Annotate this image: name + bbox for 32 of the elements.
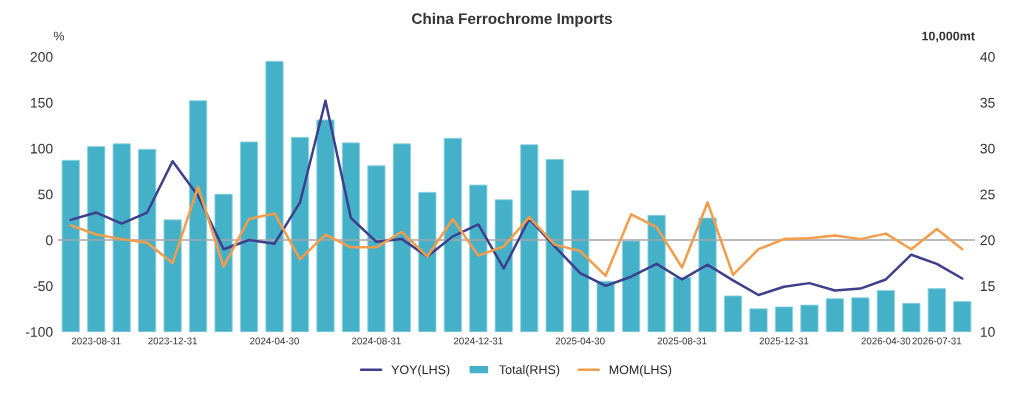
line-series — [69, 99, 964, 297]
x-tick-label: 2025-08-31 — [657, 337, 707, 345]
y-tick-label: 100 — [31, 143, 53, 154]
y-tick-label: -50 — [33, 281, 53, 292]
y2-axis-title: 10,000mt — [922, 31, 975, 43]
y-tick-label: 0 — [45, 235, 53, 246]
y2-tick-label: 30 — [980, 143, 995, 154]
y2-tick-label: 10 — [980, 327, 995, 337]
legend-label: MOM(LHS) — [609, 364, 672, 377]
x-tick-label: 2024-08-31 — [352, 337, 401, 345]
line-series — [69, 185, 964, 278]
y-tick-label: -100 — [25, 327, 53, 337]
y2-tick-label: 25 — [980, 189, 995, 200]
chart-title: China Ferrochrome Imports — [412, 12, 612, 28]
legend-label: YOY(LHS) — [391, 364, 450, 377]
x-tick-label: 2023-12-31 — [148, 337, 198, 345]
x-tick-label: 2025-12-31 — [759, 337, 809, 345]
x-tick-label: 2025-04-30 — [555, 337, 605, 345]
x-tick-label: 2023-08-31 — [71, 337, 121, 345]
x-tick-label: 2024-04-30 — [250, 337, 299, 345]
y-axis-title: % — [53, 31, 65, 41]
x-tick-label: 2026-07-31 — [912, 337, 962, 345]
y2-tick-label: 40 — [980, 52, 995, 62]
y2-tick-label: 35 — [980, 97, 995, 108]
x-tick-label: 2024-12-31 — [453, 337, 503, 345]
y-tick-label: 150 — [31, 97, 53, 108]
y-tick-label: 200 — [30, 52, 53, 62]
x-tick-label: 2026-04-30 — [861, 337, 911, 345]
y2-tick-label: 20 — [980, 235, 995, 246]
y-tick-label: 50 — [38, 189, 53, 200]
legend-label: Total(RHS) — [499, 364, 560, 377]
y2-tick-label: 15 — [980, 281, 995, 292]
